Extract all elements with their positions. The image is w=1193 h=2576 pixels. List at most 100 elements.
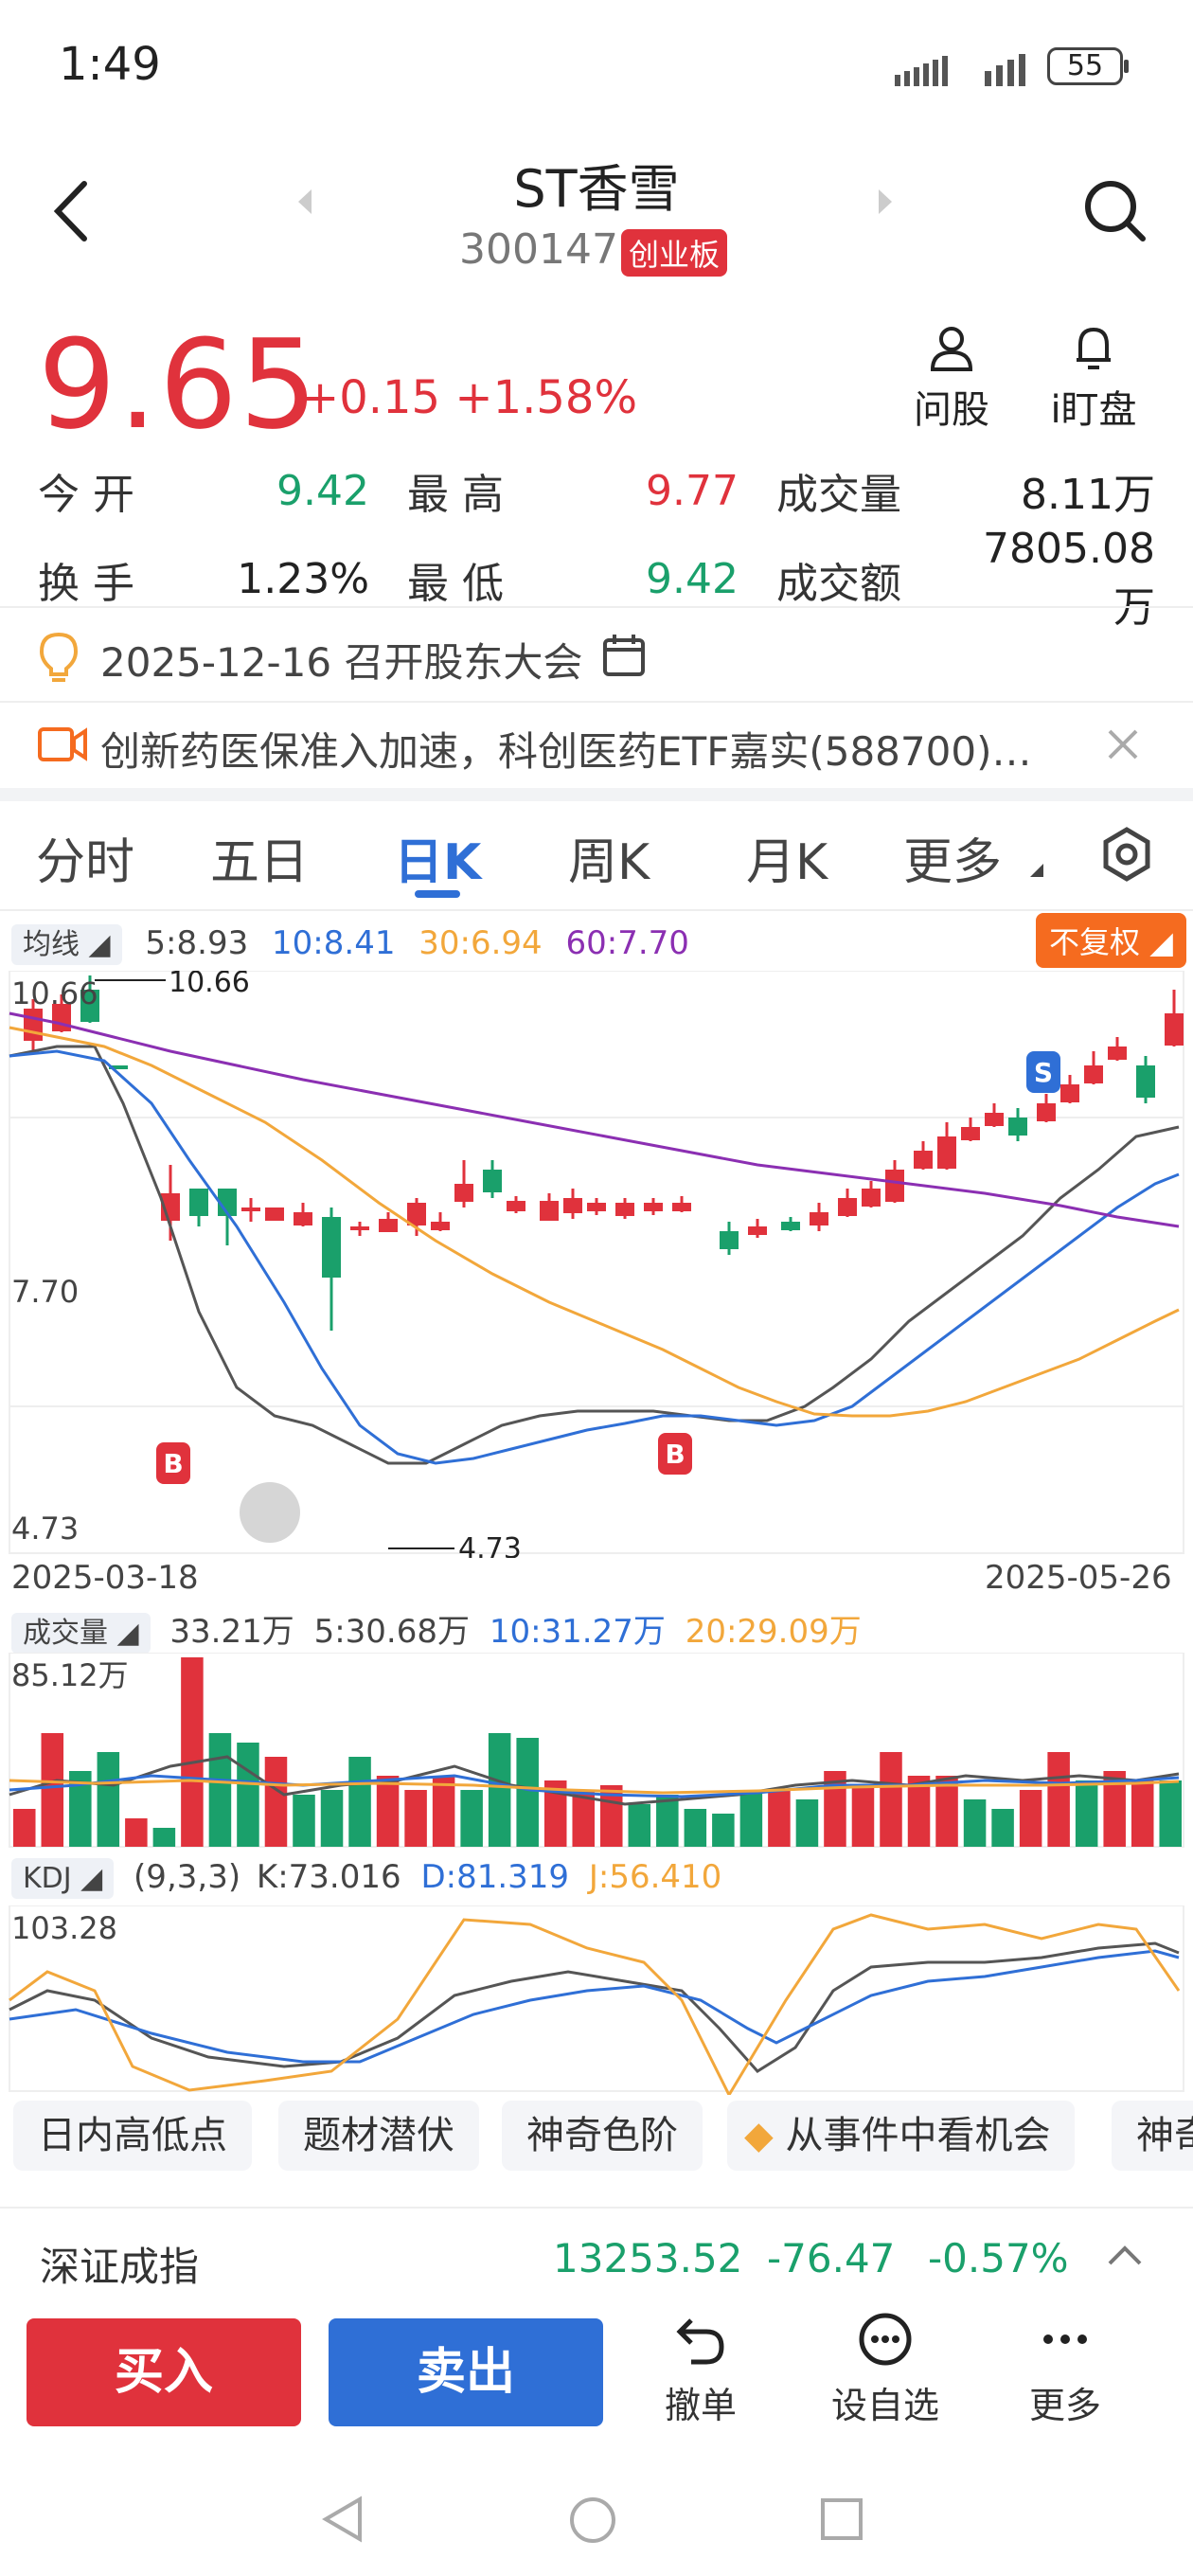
candle-body xyxy=(540,1201,559,1221)
volume-bar xyxy=(348,1757,371,1847)
dots-circle-icon xyxy=(859,2313,912,2366)
status-bar: 1:49 55 xyxy=(0,0,1193,133)
volume-bar xyxy=(488,1733,511,1847)
candle-body xyxy=(672,1203,691,1211)
kdj-d-line xyxy=(9,1949,1180,2064)
kdj-d: D:81.319 xyxy=(420,1858,570,1896)
nav-back-icon[interactable] xyxy=(322,2496,364,2543)
candle-body xyxy=(407,1203,426,1225)
sell-signal-icon: S xyxy=(1026,1051,1060,1093)
volume-bar xyxy=(320,1790,344,1847)
chip-color-scale[interactable]: 神奇色阶 xyxy=(502,2101,703,2171)
active-tab-indicator xyxy=(415,890,460,898)
ma-label: 均线 xyxy=(23,928,80,961)
volume-selector[interactable]: 成交量 ◢ xyxy=(11,1613,151,1654)
search-icon[interactable] xyxy=(1082,178,1148,244)
more-button[interactable]: 更多 xyxy=(1018,2311,1113,2428)
sell-button[interactable]: 卖出 xyxy=(329,2318,603,2426)
volume-bar xyxy=(684,1809,707,1847)
divider xyxy=(0,606,1193,608)
watch-label: i盯盘 xyxy=(1050,388,1137,432)
tab-monthly-k[interactable]: 月K xyxy=(746,834,828,891)
nav-recents-icon[interactable] xyxy=(820,2497,864,2541)
volume-bar xyxy=(628,1804,651,1847)
volume-bar xyxy=(237,1743,259,1847)
kline-chart[interactable]: 10.66 7.70 4.73 10.66 4.73 B B S xyxy=(0,971,1193,1558)
close-icon[interactable] xyxy=(1106,727,1140,761)
adjust-button[interactable]: 不复权 ◢ xyxy=(1036,913,1186,968)
nav-home-icon[interactable] xyxy=(568,2496,617,2545)
candle-body xyxy=(985,1113,1004,1126)
buy-button[interactable]: 买入 xyxy=(27,2318,301,2426)
current-price: 9.65 xyxy=(38,313,320,456)
candle-body xyxy=(885,1170,904,1202)
candle-body xyxy=(748,1226,767,1235)
volume-bar xyxy=(824,1771,846,1847)
candle-body xyxy=(218,1189,237,1216)
kdj-selector[interactable]: KDJ ◢ xyxy=(11,1858,115,1899)
candle-body xyxy=(294,1212,312,1225)
candle-body xyxy=(80,990,99,1022)
kdj-legend: KDJ ◢ (9,3,3) K:73.016 D:81.319 J:56.410 xyxy=(11,1858,1185,1899)
battery-indicator: 55 xyxy=(1047,47,1129,85)
tab-five-day[interactable]: 五日 xyxy=(210,834,310,891)
mid-axis-label: 7.70 xyxy=(11,1274,79,1310)
volume-label: 成交量 xyxy=(776,471,901,519)
signal-icon xyxy=(895,56,948,86)
adjust-label: 不复权 xyxy=(1049,924,1141,960)
buy-signal-icon-2: B xyxy=(658,1433,692,1475)
prev-stock-icon[interactable] xyxy=(298,189,313,214)
chip-more[interactable]: 神奇 xyxy=(1112,2101,1193,2171)
index-bar[interactable]: 深证成指 13253.52 -76.47 -0.57% xyxy=(0,2207,1193,2313)
watch-button[interactable]: i盯盘 xyxy=(1042,322,1146,434)
volume-chart[interactable]: 85.12万 xyxy=(0,1653,1193,1852)
tab-weekly-k[interactable]: 周K xyxy=(568,834,650,891)
back-icon[interactable] xyxy=(52,180,90,242)
svg-text:S: S xyxy=(1034,1057,1053,1088)
volume-bar xyxy=(768,1790,791,1847)
volume-bar xyxy=(460,1790,483,1847)
tab-intraday[interactable]: 分时 xyxy=(36,834,135,891)
bell-icon xyxy=(1077,327,1111,369)
news-row[interactable]: 创新药医保准入加速，科创医药ETF嘉实(588700)… xyxy=(38,712,1155,778)
draw-tool-icon[interactable] xyxy=(240,1482,300,1543)
tab-daily-k[interactable]: 日K xyxy=(394,834,482,891)
dropdown-icon xyxy=(1030,864,1043,877)
volume-bar xyxy=(152,1828,176,1847)
candle-body xyxy=(961,1127,980,1140)
open-label: 今 开 xyxy=(38,471,134,519)
candle-body xyxy=(810,1212,828,1225)
kdj-chart[interactable]: 103.28 xyxy=(0,1905,1193,2095)
next-stock-icon[interactable] xyxy=(877,189,892,214)
volume-ma5: 5:30.68万 xyxy=(313,1613,470,1651)
more-label: 更多 xyxy=(1028,2385,1101,2426)
volume-bars xyxy=(13,1657,1182,1847)
change-percent: +1.58% xyxy=(454,371,638,424)
chip-intraday-high-low[interactable]: 日内高低点 xyxy=(13,2101,252,2171)
event-row[interactable]: 2025-12-16 召开股东大会 xyxy=(38,625,1155,691)
add-watchlist-button[interactable]: 设自选 xyxy=(824,2311,947,2428)
tab-more[interactable]: 更多 xyxy=(903,834,1003,891)
volume-ma20: 20:29.09万 xyxy=(685,1613,862,1651)
candle-body xyxy=(454,1184,473,1202)
ma30-value: 30:6.94 xyxy=(418,924,543,962)
volume-bar xyxy=(935,1776,958,1847)
volume-ma10: 10:31.27万 xyxy=(489,1613,666,1651)
ma-selector[interactable]: 均线 ◢ xyxy=(11,924,122,965)
candle-body xyxy=(563,1198,582,1213)
candle-body xyxy=(937,1136,956,1169)
cancel-order-button[interactable]: 撤单 xyxy=(653,2311,748,2428)
volume-bar xyxy=(543,1780,567,1847)
volume-bar xyxy=(712,1814,735,1847)
chevron-up-icon[interactable] xyxy=(1106,2245,1144,2267)
diamond-icon: ◆ xyxy=(744,2114,774,2157)
chip-theme[interactable]: 题材潜伏 xyxy=(278,2101,479,2171)
candle-body xyxy=(1084,1065,1103,1083)
volume-bar xyxy=(1103,1771,1126,1847)
candle-body xyxy=(507,1201,525,1211)
volume-ma5-line xyxy=(9,1755,1180,1806)
ma-legend: 均线 ◢ 5:8.93 10:8.41 30:6.94 60:7.70 xyxy=(11,921,1185,966)
chip-events[interactable]: ◆ 从事件中看机会 xyxy=(727,2101,1076,2171)
ask-stock-button[interactable]: 问股 xyxy=(909,322,994,434)
settings-icon[interactable] xyxy=(1098,826,1155,883)
